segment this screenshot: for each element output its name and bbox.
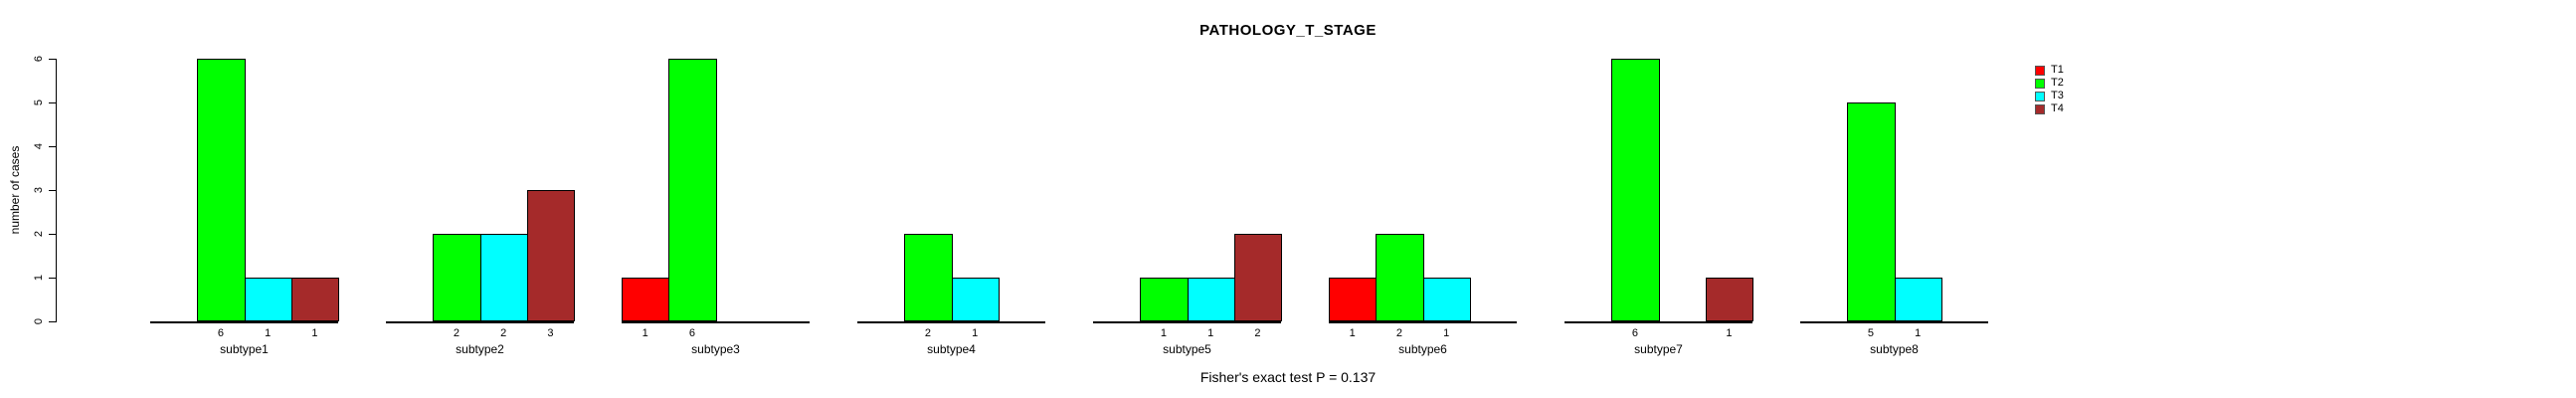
category-label: subtype4 [927,342,976,356]
legend-item: T1 [2035,64,2064,77]
bar-value-label: 1 [265,327,272,339]
legend-label: T2 [2051,77,2064,89]
bar [1611,59,1660,321]
legend-label: T1 [2051,64,2064,76]
y-tick-label: 5 [33,99,45,106]
y-tick-label: 1 [33,274,45,282]
stat-annotation: Fisher's exact test P = 0.137 [1199,369,1377,385]
category-label: subtype6 [1398,342,1447,356]
legend-swatch [2035,103,2045,114]
bar-value-label: 3 [547,327,554,339]
legend-label: T3 [2051,90,2064,101]
category-label: subtype8 [1870,342,1919,356]
bar-value-label: 2 [1254,327,1261,339]
baseline-segment [622,321,810,323]
bar-value-label: 1 [1443,327,1450,339]
baseline-segment [1564,321,1752,323]
bar [904,234,953,321]
bar [433,234,481,321]
legend-swatch [2035,65,2045,76]
bar [244,278,292,321]
bar-value-label: 2 [924,327,931,339]
y-axis-label: number of cases [8,145,22,235]
y-tick [49,59,56,60]
category-label: subtype1 [220,342,269,356]
bar-value-label: 1 [1160,327,1167,339]
category-label: subtype3 [691,342,740,356]
y-tick [49,102,56,103]
chart-title: PATHOLOGY_T_STAGE [1199,22,1377,39]
baseline-segment [1800,321,1988,323]
y-tick-label: 0 [33,317,45,325]
y-tick [49,146,56,147]
bar-value-label: 1 [1349,327,1356,339]
bar-value-label: 6 [217,327,224,339]
category-label: subtype5 [1163,342,1211,356]
bar-value-label: 1 [1915,327,1922,339]
y-tick [49,234,56,235]
bar [1233,234,1282,321]
bar [622,278,670,321]
y-tick [49,278,56,279]
bar-value-label: 5 [1867,327,1874,339]
baseline-segment [857,321,1045,323]
bar-value-label: 2 [453,327,460,339]
category-label: subtype7 [1634,342,1683,356]
bar [668,59,717,321]
bar [1847,102,1896,321]
y-tick [49,190,56,191]
bar [1329,278,1378,321]
bar-value-label: 2 [500,327,507,339]
bar [526,190,575,321]
baseline-segment [150,321,338,323]
legend-item: T3 [2035,90,2064,102]
bar [1187,278,1235,321]
bar [197,59,246,321]
legend-swatch [2035,91,2045,101]
category-label: subtype2 [456,342,504,356]
bar [1376,234,1424,321]
baseline-segment [1329,321,1517,323]
bar [1140,278,1189,321]
y-tick-label: 2 [33,230,45,238]
bar-value-label: 1 [311,327,318,339]
bar [1894,278,1942,321]
bar-value-label: 1 [1726,327,1733,339]
y-tick-label: 4 [33,142,45,150]
y-axis-line [56,59,57,322]
baseline-segment [386,321,574,323]
legend-item: T2 [2035,77,2064,90]
bar [1705,278,1753,321]
bar-value-label: 1 [642,327,648,339]
bar-value-label: 6 [688,327,695,339]
legend: T1 T2 T3 T4 [2035,64,2064,115]
y-tick [49,321,56,322]
bar [951,278,1000,321]
baseline-segment [1093,321,1281,323]
bar-value-label: 6 [1631,327,1638,339]
y-tick-label: 3 [33,186,45,194]
bar [479,234,528,321]
bar [1422,278,1471,321]
legend-swatch [2035,78,2045,89]
bar-value-label: 2 [1395,327,1402,339]
bar-value-label: 1 [1207,327,1214,339]
bar [290,278,339,321]
bar-value-label: 1 [972,327,979,339]
legend-label: T4 [2051,102,2064,114]
y-tick-label: 6 [33,55,45,63]
legend-item: T4 [2035,102,2064,115]
